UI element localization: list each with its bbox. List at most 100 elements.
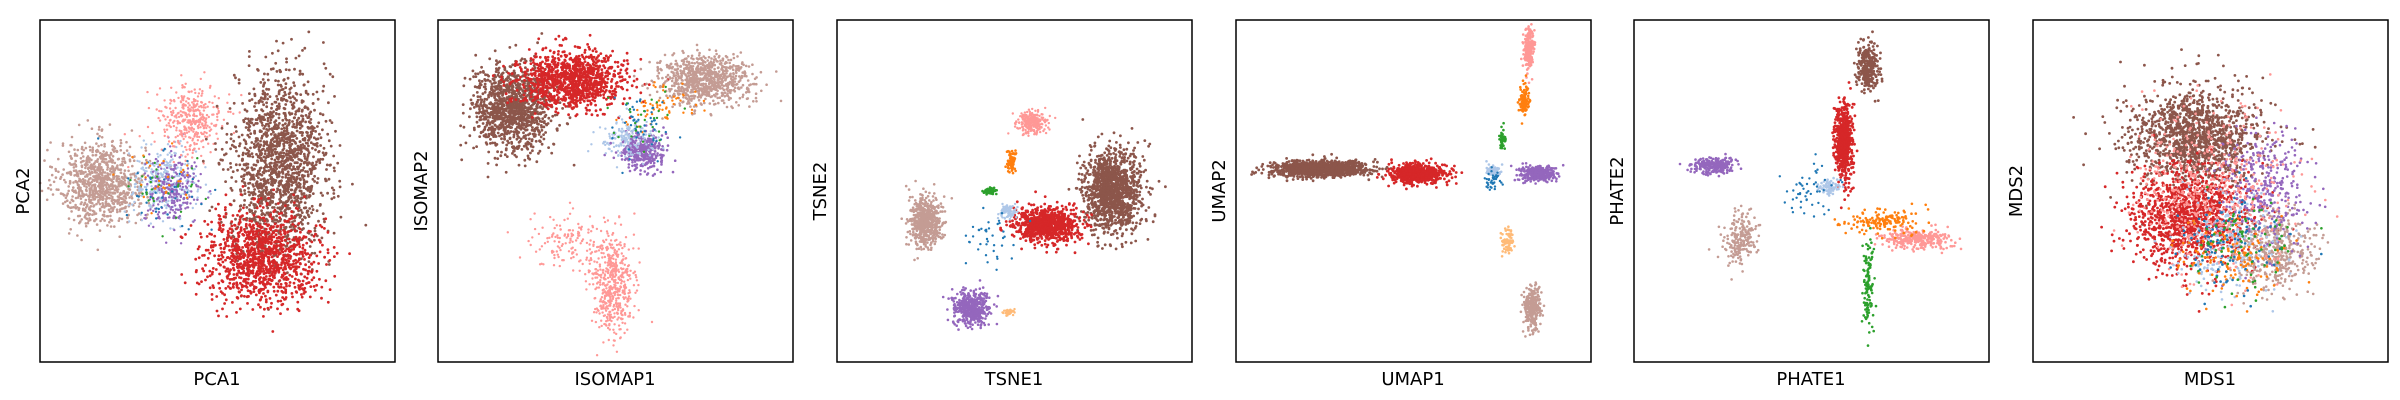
scatter-point	[173, 145, 176, 148]
scatter-point	[297, 185, 301, 188]
scatter-point	[110, 158, 113, 161]
scatter-point	[120, 217, 124, 221]
scatter-point	[228, 257, 232, 260]
scatter-point	[313, 108, 316, 112]
scatter-point	[144, 176, 147, 179]
scatter-point	[282, 151, 286, 155]
scatter-point	[117, 168, 120, 171]
scatter-point	[264, 232, 268, 236]
scatter-point	[112, 169, 116, 173]
scatter-point	[246, 302, 249, 305]
scatter-point	[284, 113, 287, 117]
scatter-point	[200, 280, 203, 283]
scatter-point	[251, 308, 255, 311]
scatter-point	[301, 114, 305, 118]
scatter-point	[107, 208, 111, 211]
scatter-point	[93, 184, 96, 187]
scatter-point	[303, 286, 307, 290]
scatter-point	[265, 201, 269, 205]
scatter-point	[198, 88, 202, 91]
scatter-point	[91, 154, 95, 157]
scatter-point	[91, 148, 95, 152]
scatter-point	[315, 90, 319, 94]
scatter-point	[248, 125, 252, 128]
scatter-point	[232, 273, 236, 276]
scatter-point	[261, 170, 265, 174]
scatter-point	[119, 168, 123, 171]
scatter-point	[195, 142, 198, 146]
scatter-point	[534, 139, 538, 143]
scatter-point	[239, 281, 242, 285]
scatter-point	[270, 195, 273, 199]
scatter-point	[251, 183, 255, 187]
scatter-point	[163, 211, 166, 215]
scatter-point	[252, 213, 256, 217]
scatter-point	[224, 298, 228, 302]
scatter-point	[108, 210, 112, 213]
scatter-point	[100, 143, 103, 147]
scatter-point	[316, 125, 319, 128]
scatter-point	[171, 176, 174, 180]
scatter-point	[281, 172, 285, 175]
scatter-point	[169, 110, 173, 114]
scatter-point	[276, 202, 280, 205]
scatter-point	[252, 237, 256, 240]
scatter-point	[123, 133, 127, 136]
scatter-point	[210, 228, 213, 231]
scatter-point	[217, 281, 221, 285]
scatter-point	[203, 116, 206, 120]
scatter-point	[214, 188, 217, 192]
scatter-point	[241, 153, 245, 157]
scatter-point	[98, 168, 102, 172]
scatter-point	[263, 161, 267, 164]
scatter-point	[190, 183, 194, 186]
scatter-point	[310, 163, 314, 167]
scatter-point	[221, 291, 224, 295]
scatter-point	[270, 255, 274, 259]
scatter-point	[137, 187, 140, 190]
scatter-point	[201, 139, 205, 142]
scatter-point	[156, 175, 159, 178]
scatter-point	[259, 139, 262, 143]
scatter-point	[182, 85, 185, 89]
scatter-point	[184, 185, 187, 188]
scatter-point	[201, 267, 205, 271]
scatter-point	[252, 275, 256, 278]
scatter-point	[57, 188, 60, 191]
scatter-point	[264, 227, 268, 231]
scatter-point	[131, 155, 134, 159]
scatter-point	[232, 112, 235, 116]
scatter-point	[276, 124, 280, 128]
scatter-point	[283, 134, 287, 137]
scatter-point	[175, 129, 178, 132]
scatter-point	[162, 171, 166, 174]
scatter-point	[314, 224, 318, 228]
scatter-point	[297, 278, 300, 282]
scatter-point	[180, 144, 183, 148]
scatter-point	[166, 161, 169, 165]
scatter-point	[311, 92, 315, 96]
scatter-point	[112, 150, 116, 153]
scatter-point	[146, 174, 150, 177]
scatter-point	[251, 242, 255, 245]
scatter-point	[273, 161, 276, 165]
scatter-point	[348, 252, 351, 256]
scatter-point	[258, 150, 261, 153]
scatter-point	[274, 229, 277, 232]
scatter-point	[290, 103, 294, 107]
scatter-point	[138, 191, 141, 195]
scatter-point	[105, 197, 108, 201]
scatter-point	[319, 144, 322, 147]
scatter-point	[147, 106, 151, 110]
scatter-point	[206, 275, 209, 279]
scatter-point	[321, 157, 325, 161]
scatter-point	[94, 186, 97, 189]
scatter-point	[72, 218, 76, 222]
scatter-point	[197, 179, 200, 183]
scatter-point	[199, 172, 202, 176]
scatter-point	[217, 202, 220, 206]
scatter-point	[254, 232, 257, 236]
scatter-point	[184, 82, 187, 86]
scatter-point	[242, 279, 246, 283]
scatter-point	[101, 217, 104, 221]
